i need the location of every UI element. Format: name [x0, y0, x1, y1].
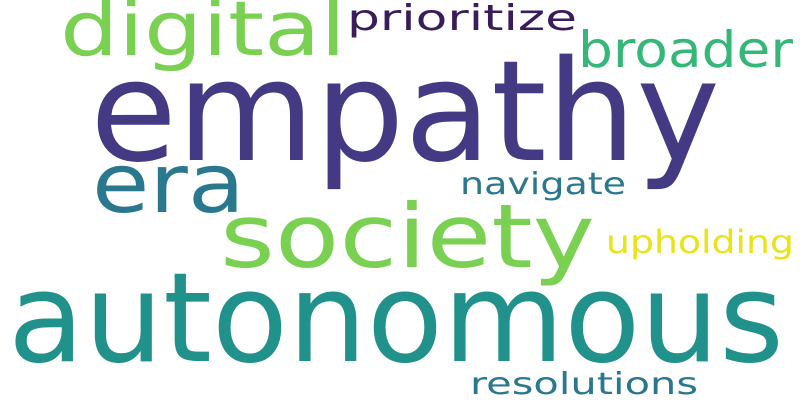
word-era: era: [92, 137, 245, 232]
word-navigate: navigate: [460, 167, 626, 202]
word-autonomous: autonomous: [8, 247, 784, 391]
word-society: society: [220, 185, 595, 288]
word-digital: digital: [60, 0, 346, 73]
word-resolutions: resolutions: [470, 367, 698, 400]
word-upholding: upholding: [606, 223, 794, 261]
word-prioritize: prioritize: [347, 0, 577, 39]
word-empathy: empathy: [90, 31, 720, 194]
word-broader: broader: [578, 21, 793, 79]
